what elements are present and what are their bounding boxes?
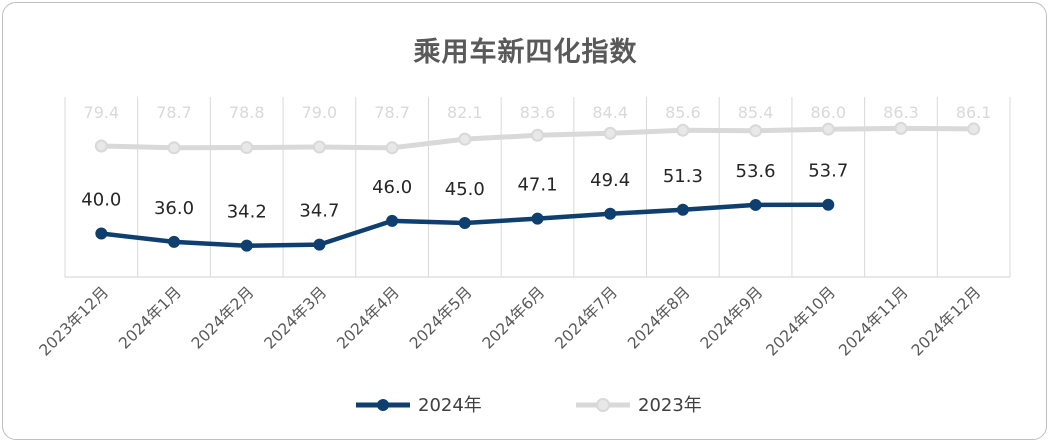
data-point-2024	[676, 203, 689, 216]
data-label-2023: 86.0	[810, 103, 846, 122]
data-point-2023	[821, 122, 835, 136]
data-point-2024	[168, 235, 181, 248]
data-point-2024	[604, 207, 617, 220]
data-point-2024	[313, 238, 326, 251]
x-tick-label: 2024年6月	[479, 283, 549, 353]
data-point-2023	[603, 126, 617, 140]
data-point-2023	[967, 122, 981, 136]
x-tick-label: 2024年3月	[261, 283, 331, 353]
x-tick-label: 2024年7月	[552, 283, 622, 353]
data-label-2024: 36.0	[154, 198, 194, 219]
data-label-2024: 45.0	[445, 179, 485, 200]
x-tick-label: 2024年12月	[908, 283, 984, 359]
data-point-2024	[822, 198, 835, 211]
x-tick-label: 2024年8月	[624, 283, 694, 353]
data-label-2023: 78.8	[229, 103, 265, 122]
data-label-2023: 86.3	[883, 103, 919, 122]
data-label-2023: 85.6	[665, 103, 701, 122]
data-point-2023	[749, 124, 763, 138]
data-point-2024	[749, 198, 762, 211]
chart-title: 乘用车新四化指数	[413, 37, 638, 68]
x-tick-label: 2024年1月	[115, 283, 185, 353]
x-tick-label: 2024年11月	[835, 283, 911, 359]
data-point-2024	[95, 227, 108, 240]
data-point-2023	[312, 140, 326, 154]
data-label-2023: 79.0	[302, 103, 338, 122]
legend-label-2023: 2023年	[638, 395, 702, 416]
legend-label-2024: 2024年	[418, 395, 482, 416]
data-label-2024: 53.7	[808, 161, 848, 182]
data-point-2023	[385, 141, 399, 155]
x-tick-label: 2024年9月	[697, 283, 767, 353]
x-tick-label: 2024年4月	[333, 283, 403, 353]
data-label-2023: 84.4	[592, 103, 628, 122]
legend-marker-2023	[596, 398, 610, 412]
data-point-2024	[531, 212, 544, 225]
x-tick-label: 2024年5月	[406, 283, 476, 353]
data-label-2024: 34.7	[299, 201, 339, 222]
data-point-2023	[531, 128, 544, 142]
data-label-2023: 85.4	[738, 103, 774, 122]
data-label-2023: 86.1	[956, 103, 992, 122]
x-tick-label: 2023年12月	[36, 283, 112, 359]
data-point-2024	[240, 239, 253, 252]
data-label-2024: 34.2	[227, 202, 267, 223]
data-label-2024: 49.4	[590, 170, 630, 191]
data-point-2023	[676, 123, 690, 137]
data-label-2024: 46.0	[372, 177, 412, 198]
data-label-2024: 47.1	[517, 175, 557, 196]
data-label-2023: 78.7	[374, 103, 410, 122]
data-label-2024: 51.3	[663, 166, 703, 187]
data-point-2023	[167, 141, 181, 155]
data-point-2023	[240, 141, 254, 155]
data-point-2023	[458, 132, 472, 146]
data-label-2023: 82.1	[447, 103, 483, 122]
legend-marker-2024	[377, 399, 389, 411]
data-label-2023: 83.6	[520, 103, 556, 122]
x-tick-label: 2024年2月	[188, 283, 258, 353]
data-point-2024	[458, 217, 471, 229]
data-label-2024: 53.6	[736, 161, 776, 182]
data-label-2024: 40.0	[81, 190, 121, 211]
data-label-2023: 79.4	[84, 103, 120, 122]
x-tick-label: 2024年10月	[763, 283, 839, 359]
data-point-2024	[386, 214, 399, 227]
data-point-2023	[94, 139, 108, 153]
data-point-2023	[894, 121, 908, 135]
data-label-2023: 78.7	[156, 103, 192, 122]
